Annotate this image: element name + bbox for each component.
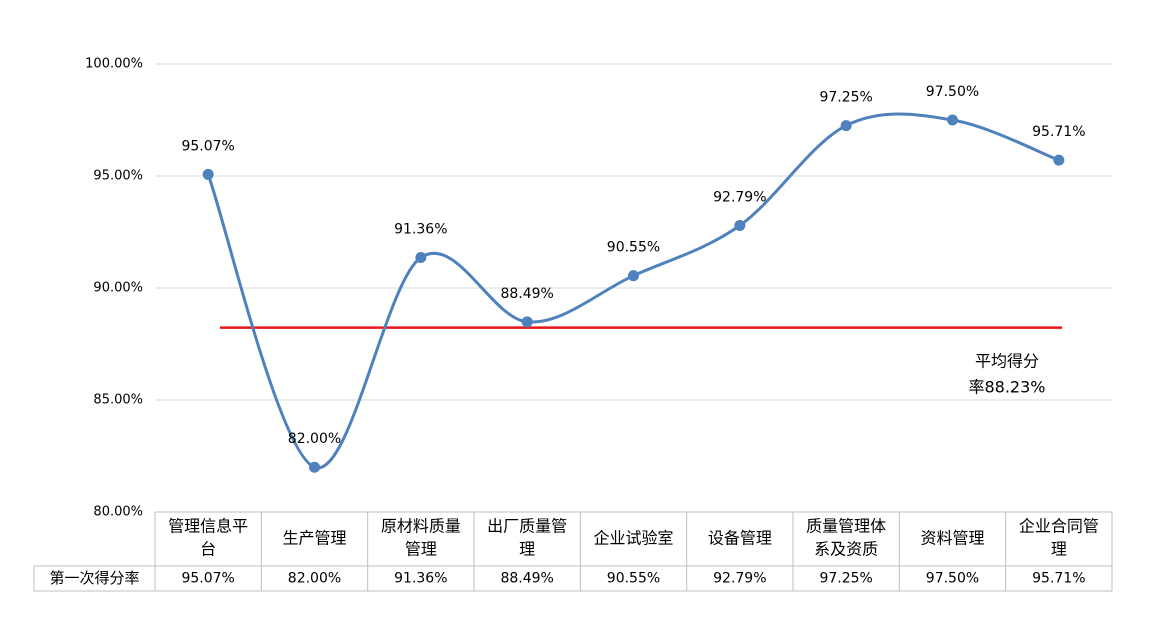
data-table-row-header: 第一次得分率 — [49, 569, 139, 587]
category-label: 企业合同管 — [1019, 517, 1099, 536]
data-point — [521, 316, 533, 328]
y-tick-label: 95.00% — [93, 169, 143, 184]
data-table-cell: 97.25% — [819, 571, 872, 587]
category-label: 管理信息平 — [168, 517, 248, 536]
data-label: 82.00% — [288, 431, 341, 447]
data-point — [309, 461, 320, 473]
y-tick-label: 85.00% — [93, 393, 143, 408]
category-label: 管理 — [405, 540, 437, 559]
category-label: 出厂质量管 — [487, 517, 567, 536]
category-label: 资料管理 — [920, 529, 984, 548]
data-label: 92.79% — [713, 190, 766, 206]
data-label: 97.50% — [926, 84, 979, 100]
data-point — [628, 270, 639, 282]
data-label: 97.25% — [819, 90, 872, 106]
data-label: 95.71% — [1032, 124, 1085, 140]
category-label: 理 — [1051, 540, 1067, 559]
series-line — [206, 112, 1061, 470]
y-tick-label: 90.00% — [93, 281, 143, 296]
category-label: 系及资质 — [814, 540, 878, 559]
data-label: 95.07% — [181, 138, 234, 154]
data-table-cell: 82.00% — [288, 571, 341, 587]
data-label: 90.55% — [607, 240, 660, 256]
data-table-cell: 90.55% — [607, 571, 660, 587]
data-point — [840, 120, 852, 132]
category-label: 理 — [519, 540, 535, 559]
data-label: 88.49% — [500, 286, 553, 302]
category-label: 质量管理体 — [806, 517, 886, 536]
category-label: 原材料质量 — [381, 517, 461, 536]
data-point — [734, 220, 746, 232]
y-tick-label: 100.00% — [85, 57, 143, 72]
data-label: 91.36% — [394, 222, 447, 238]
category-label: 设备管理 — [708, 529, 772, 548]
data-point — [1053, 154, 1065, 166]
data-table-cell: 92.79% — [713, 571, 766, 587]
data-table-cell: 91.36% — [394, 571, 447, 587]
data-table-cell: 88.49% — [500, 571, 553, 587]
data-point — [202, 168, 214, 180]
data-table-cell: 95.71% — [1032, 571, 1085, 587]
y-tick-label: 80.00% — [93, 505, 143, 520]
average-label: 平均得分 — [975, 352, 1039, 371]
category-label: 企业试验室 — [593, 529, 673, 548]
data-table-cell: 97.50% — [926, 571, 979, 587]
data-point — [947, 114, 958, 126]
data-table-cell: 95.07% — [181, 571, 234, 587]
category-label: 生产管理 — [282, 529, 346, 548]
data-point — [415, 252, 427, 264]
average-label: 率88.23% — [968, 378, 1045, 397]
category-label: 台 — [200, 540, 216, 559]
